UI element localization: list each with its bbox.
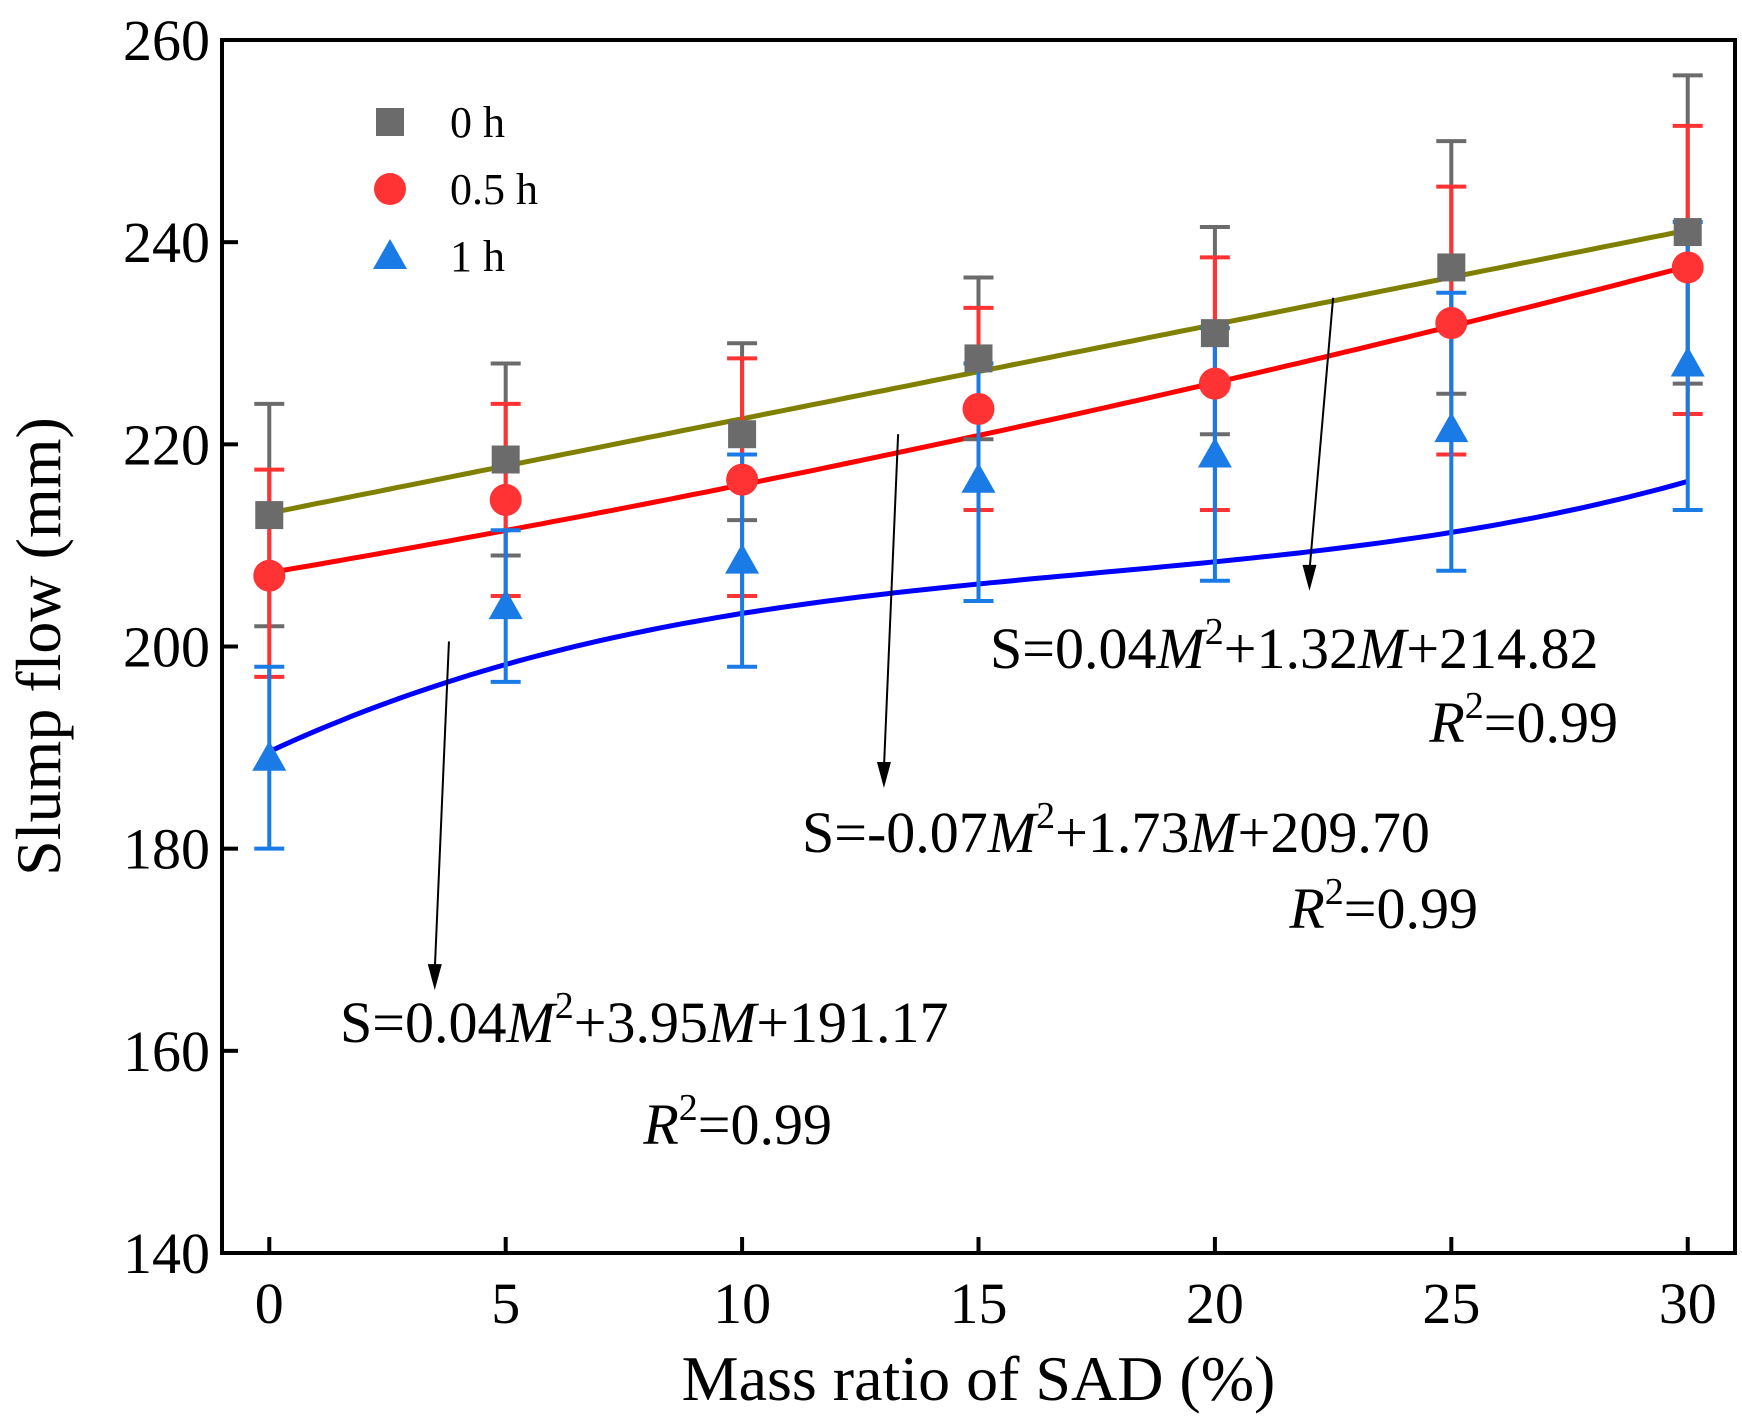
data-point <box>725 543 760 574</box>
x-tick-label: 10 <box>713 1271 771 1336</box>
y-tick-label: 220 <box>123 412 210 477</box>
eq-1h-line-1: S=0.04M2+3.95M+191.17 <box>340 985 949 1055</box>
x-axis-label: Mass ratio of SAD (%) <box>682 1343 1276 1414</box>
data-point <box>962 392 995 425</box>
equation-segment: =0.99 <box>1484 690 1618 755</box>
data-point <box>728 420 757 449</box>
equation-segment: M <box>1357 616 1409 681</box>
arrow-shaft <box>882 434 900 769</box>
x-tick-label: 25 <box>1422 1271 1480 1336</box>
x-tick-label: 5 <box>491 1271 520 1336</box>
equation-segment: R <box>1428 690 1464 755</box>
y-tick-label: 180 <box>123 817 210 882</box>
legend-item-1h: 1 h <box>373 232 505 281</box>
legend-item-0h: 0 h <box>376 98 505 147</box>
x-tick-label: 15 <box>950 1271 1008 1336</box>
legend-marker <box>376 108 404 136</box>
data-point <box>726 463 759 496</box>
x-tick-label: 20 <box>1186 1271 1244 1336</box>
eq-0h-line-2: R2=0.99 <box>1428 685 1618 755</box>
arrow-shaft <box>433 641 450 971</box>
y-tick-label: 240 <box>123 210 210 275</box>
eq-05h-line-1: S=-0.07M2+1.73M+209.70 <box>802 795 1430 865</box>
equation-segment: 2 <box>555 985 574 1027</box>
equation-segment: R <box>1288 876 1324 941</box>
equation-segment: =0.99 <box>1344 876 1478 941</box>
data-point <box>255 501 284 530</box>
equation-segment: 2 <box>1205 611 1224 653</box>
equation-segment: S=0.04 <box>990 616 1156 681</box>
data-point <box>489 483 522 516</box>
arrow-eq-05h <box>876 434 900 789</box>
equation-segment: +191.17 <box>756 990 948 1055</box>
equation-segment: =0.99 <box>698 1092 832 1157</box>
axis-ticks: 0 5 10 15 20 25 30 140 160 180 200 220 240 260 <box>123 8 1717 1336</box>
legend-label: 0.5 h <box>450 165 538 214</box>
equation-segment: M <box>1188 800 1240 865</box>
arrow-head <box>876 762 891 789</box>
legend-label: 0 h <box>450 98 505 147</box>
y-tick-label: 160 <box>123 1019 210 1084</box>
equation-segment: R <box>642 1092 678 1157</box>
data-point <box>964 344 993 373</box>
y-tick-label: 260 <box>123 8 210 73</box>
equation-segment: 2 <box>679 1087 698 1129</box>
equation-segment: M <box>1155 616 1207 681</box>
data-point <box>1435 307 1468 340</box>
eq-0h-line-1: S=0.04M2+1.32M+214.82 <box>990 611 1599 681</box>
equation-segment: S=0.04 <box>340 990 506 1055</box>
data-markers <box>252 218 1705 771</box>
data-point <box>252 740 287 771</box>
equation-annotations: S=0.04M2+1.32M+214.82R2=0.99S=-0.07M2+1.… <box>340 611 1618 1157</box>
equation-segment: M <box>987 800 1039 865</box>
data-point <box>1673 218 1702 247</box>
equation-segment: +214.82 <box>1406 616 1598 681</box>
equation-segment: +1.73 <box>1055 800 1189 865</box>
y-tick-label: 200 <box>123 615 210 680</box>
equation-segment: +1.32 <box>1224 616 1358 681</box>
eq-05h-line-2: R2=0.99 <box>1288 871 1478 941</box>
arrow-eq-1h <box>427 641 450 991</box>
eq-1h-line-2: R2=0.99 <box>642 1087 832 1157</box>
data-point <box>1198 367 1231 400</box>
legend-label: 1 h <box>450 232 505 281</box>
equation-segment: 2 <box>1036 795 1055 837</box>
annotation-arrows <box>427 297 1335 991</box>
data-point <box>1197 437 1232 468</box>
legend-marker <box>373 239 407 269</box>
equation-segment: 2 <box>1325 871 1344 913</box>
data-point <box>1437 253 1466 282</box>
data-point <box>491 445 520 474</box>
equation-segment: +209.70 <box>1238 800 1430 865</box>
x-tick-label: 0 <box>255 1271 284 1336</box>
y-tick-label: 140 <box>123 1221 210 1286</box>
data-point <box>961 462 996 493</box>
data-point <box>1670 346 1705 377</box>
y-axis-label: Slump flow (mm) <box>3 417 74 876</box>
equation-segment: M <box>707 990 759 1055</box>
arrow-head <box>427 964 442 991</box>
arrow-head <box>1302 564 1317 591</box>
data-point <box>1671 251 1704 284</box>
data-point <box>488 589 523 620</box>
equation-segment: 2 <box>1465 685 1484 727</box>
equation-segment: +3.95 <box>574 990 708 1055</box>
data-point <box>253 559 286 592</box>
equation-segment: M <box>505 990 557 1055</box>
arrow-eq-0h <box>1302 297 1335 591</box>
legend: 0 h 0.5 h 1 h <box>373 98 538 281</box>
legend-item-05h: 0.5 h <box>374 165 538 214</box>
legend-marker <box>374 173 406 205</box>
equation-segment: S=-0.07 <box>802 800 988 865</box>
data-point <box>1434 412 1469 443</box>
arrow-shaft <box>1308 297 1335 571</box>
data-point <box>1200 319 1229 348</box>
x-tick-label: 30 <box>1659 1271 1717 1336</box>
